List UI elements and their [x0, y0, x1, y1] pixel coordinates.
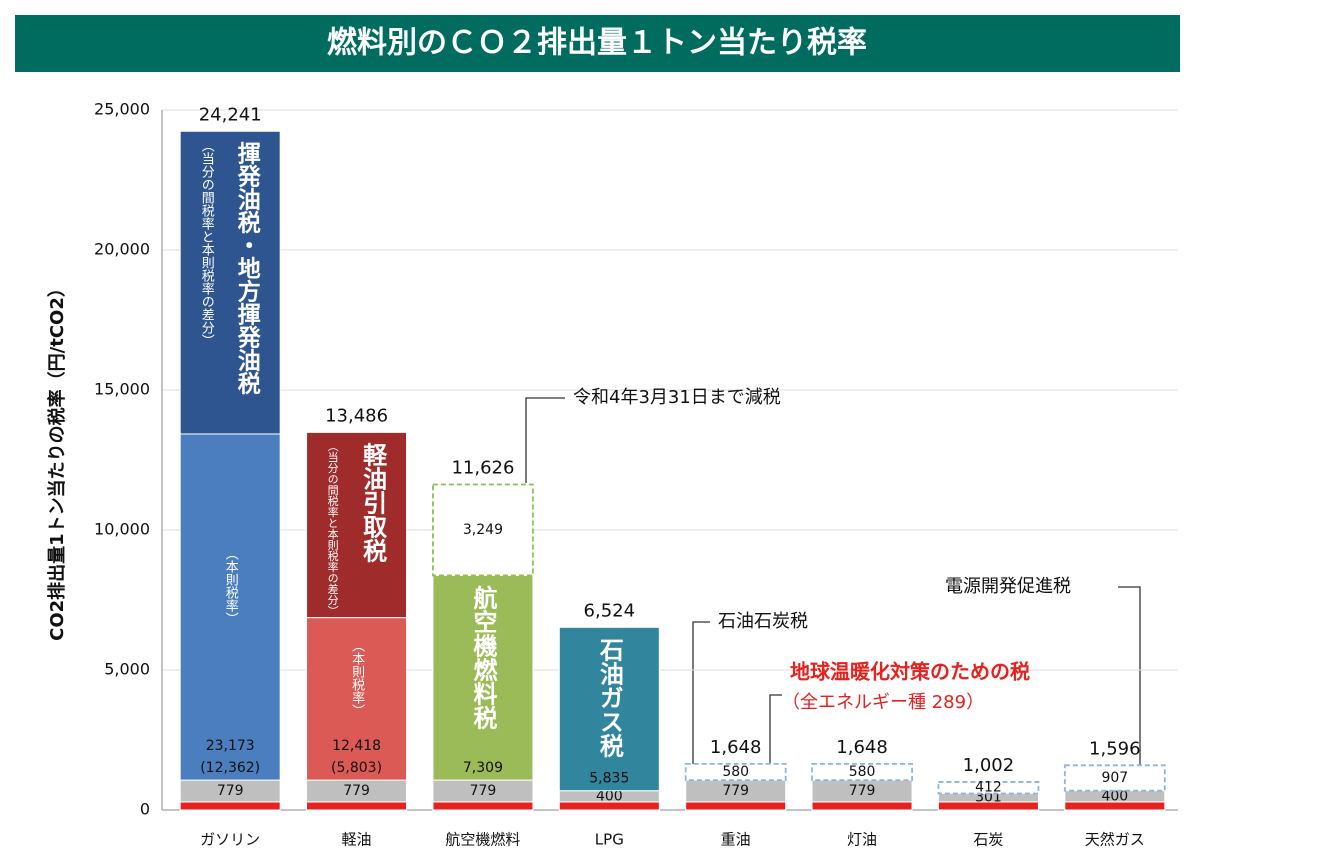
x-tick-label: 天然ガス — [1085, 831, 1145, 849]
x-tick-label: 灯油 — [847, 831, 877, 849]
x-tick-label: 重油 — [721, 831, 751, 849]
connector — [692, 621, 710, 780]
y-tick-label: 25,000 — [94, 100, 150, 119]
connector — [1118, 586, 1141, 765]
series-note: （本則税率） — [223, 547, 239, 625]
dashed-segment — [1063, 764, 1166, 792]
total-label: 24,241 — [199, 104, 262, 125]
bar-segment — [558, 626, 660, 792]
series-note: （当分の間税率と本則税率の差分） — [199, 139, 215, 347]
annotation: 電源開発促進税 — [945, 576, 1071, 597]
y-tick-label: 10,000 — [94, 520, 150, 539]
data-label: 400 — [596, 788, 623, 804]
series-note: （当分の間税率と本則税率の差分） — [326, 440, 339, 616]
tax-name: 航空機燃料税 — [469, 585, 497, 731]
bar-segment — [179, 130, 281, 435]
connector — [525, 397, 565, 483]
annotation: 地球温暖化対策のための税 — [790, 660, 1030, 684]
data-label: 779 — [722, 783, 749, 799]
data-label: 3,249 — [463, 522, 503, 538]
x-tick-label: ガソリン — [200, 831, 260, 849]
total-label: 1,648 — [836, 737, 888, 758]
x-tick-label: 石炭 — [973, 831, 1003, 849]
y-tick-label: 0 — [140, 800, 150, 819]
total-label: 1,648 — [710, 737, 762, 758]
data-label: 779 — [217, 783, 244, 799]
tax-name: 軽油引取税 — [359, 442, 387, 563]
annotation: 石油石炭税 — [718, 611, 808, 632]
x-tick-label: LPG — [595, 831, 624, 849]
bar-segment — [811, 801, 913, 811]
data-label: 412 — [975, 780, 1002, 796]
tax-name: 石油ガス税 — [595, 637, 624, 758]
annotation: （全エネルギー種 289） — [782, 692, 984, 713]
bar-segment — [306, 617, 408, 781]
data-label: 7,309 — [463, 760, 503, 776]
data-label: 779 — [343, 783, 370, 799]
data-label: 779 — [470, 783, 497, 799]
total-label: 11,626 — [451, 457, 514, 478]
total-label: 1,002 — [963, 755, 1015, 776]
tax-total-label: 23,173 — [206, 738, 255, 754]
dashed-segment — [937, 781, 1040, 795]
bar-segment — [432, 801, 534, 811]
dashed-segment — [432, 483, 534, 577]
data-label: 580 — [722, 764, 749, 780]
data-label: (5,803) — [331, 760, 382, 776]
annotation: 令和4年3月31日まで減税 — [573, 387, 781, 408]
total-label: 1,596 — [1089, 738, 1141, 759]
bar-segment — [179, 801, 281, 811]
bar-segment — [179, 433, 281, 781]
y-tick-label: 5,000 — [104, 660, 150, 679]
bar-segment — [306, 801, 408, 811]
total-label: 13,486 — [325, 405, 388, 426]
data-label: (12,362) — [200, 760, 260, 776]
dashed-segment — [811, 762, 913, 781]
series-note: （本則税率） — [349, 639, 365, 717]
data-label: 5,835 — [589, 771, 629, 787]
chart-title: 燃料別のＣＯ２排出量１トン当たり税率 — [327, 26, 867, 61]
bar-segment — [685, 801, 787, 811]
tax-total-label: 12,418 — [332, 738, 381, 754]
y-axis-title: CO2排出量1トン当たりの税率（円/tCO2） — [46, 279, 68, 641]
data-label: 400 — [1101, 788, 1128, 804]
dashed-segment — [684, 762, 787, 781]
y-tick-label: 15,000 — [94, 380, 150, 399]
data-label: 779 — [849, 783, 876, 799]
y-tick-label: 20,000 — [94, 240, 150, 259]
total-label: 6,524 — [584, 600, 636, 621]
tax-name: 揮発油税・地方揮発油税 — [233, 141, 262, 395]
bar-segment — [432, 574, 534, 781]
x-tick-label: 軽油 — [342, 831, 372, 849]
data-label: 907 — [1101, 770, 1128, 786]
title-banner — [15, 15, 1180, 72]
data-label: 580 — [849, 764, 876, 780]
bar-segment — [306, 431, 408, 619]
x-tick-label: 航空機燃料 — [445, 831, 520, 849]
